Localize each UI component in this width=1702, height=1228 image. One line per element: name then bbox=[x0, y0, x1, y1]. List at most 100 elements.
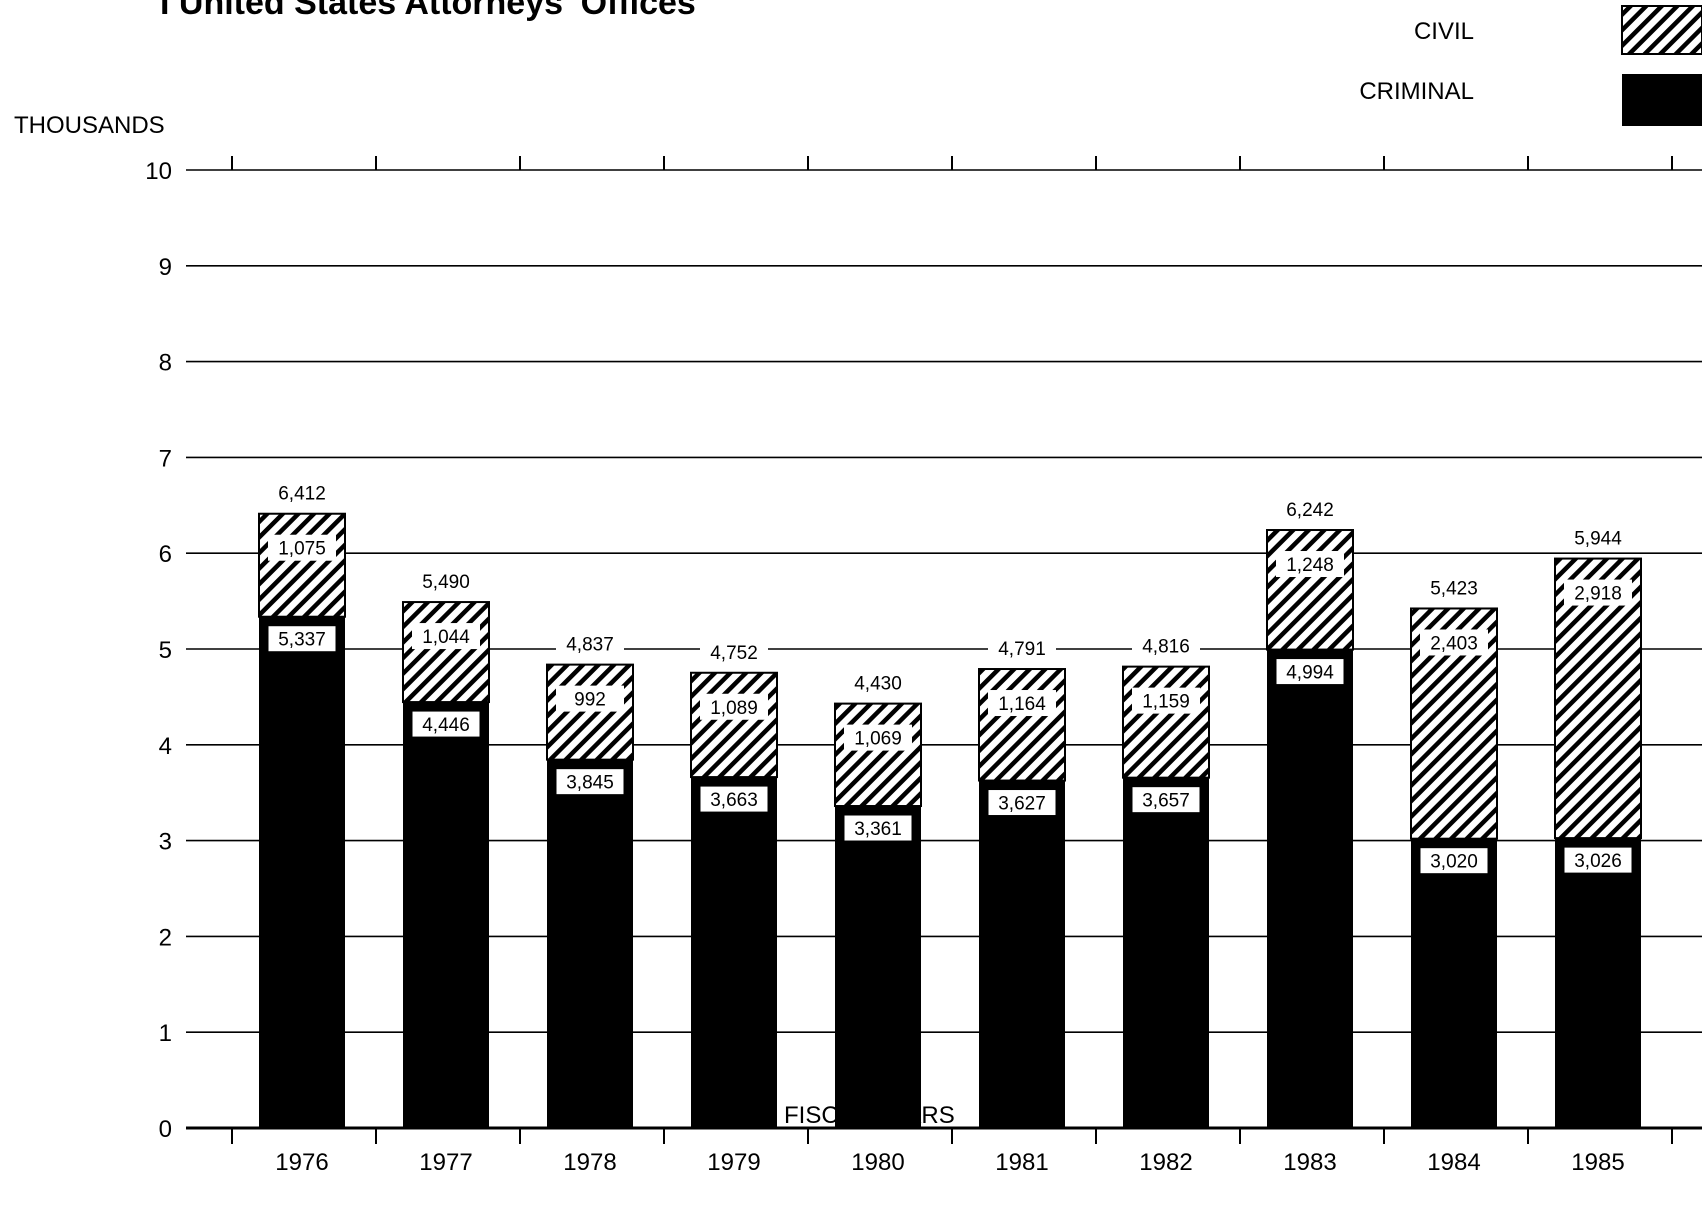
total-value-label-1978: 4,837 bbox=[566, 635, 614, 656]
total-value-box-1983 bbox=[1276, 496, 1344, 523]
criminal-value-label-1982: 3,657 bbox=[1142, 791, 1190, 812]
x-tick-label-1982: 1982 bbox=[1139, 1149, 1192, 1176]
civil-value-label-1980: 1,069 bbox=[854, 729, 902, 750]
y-tick-label-10: 10 bbox=[145, 158, 172, 185]
civil-value-box-1978 bbox=[556, 685, 624, 712]
total-value-label-1977: 5,490 bbox=[422, 572, 470, 593]
y-tick-label-4: 4 bbox=[159, 733, 172, 760]
bar-criminal-1983 bbox=[1267, 649, 1353, 1128]
civil-value-box-1977 bbox=[412, 623, 480, 650]
civil-value-label-1978: 992 bbox=[574, 690, 606, 711]
bar-criminal-1979 bbox=[691, 777, 777, 1128]
total-value-label-1981: 4,791 bbox=[998, 639, 1046, 660]
criminal-value-box-1978 bbox=[555, 768, 625, 796]
civil-value-box-1979 bbox=[700, 693, 768, 720]
civil-value-box-1983 bbox=[1276, 551, 1344, 578]
criminal-value-box-1980 bbox=[843, 814, 913, 842]
bar-criminal-1981 bbox=[979, 780, 1065, 1128]
bar-criminal-1985 bbox=[1555, 838, 1641, 1128]
bar-criminal-1984 bbox=[1411, 838, 1497, 1128]
y-tick-label-7: 7 bbox=[159, 445, 172, 472]
bar-criminal-1978 bbox=[547, 759, 633, 1128]
criminal-value-box-1981 bbox=[987, 789, 1057, 817]
total-value-box-1981 bbox=[988, 635, 1056, 662]
criminal-value-label-1985: 3,026 bbox=[1574, 851, 1622, 872]
total-value-box-1977 bbox=[412, 568, 480, 595]
civil-value-label-1984: 2,403 bbox=[1430, 633, 1478, 654]
civil-value-label-1985: 2,918 bbox=[1574, 584, 1622, 605]
y-tick-label-5: 5 bbox=[159, 637, 172, 664]
y-tick-label-0: 0 bbox=[159, 1116, 172, 1143]
bar-criminal-1982 bbox=[1123, 777, 1209, 1128]
bar-civil-1982 bbox=[1122, 665, 1210, 779]
criminal-value-label-1981: 3,627 bbox=[998, 794, 1046, 815]
y-tick-label-9: 9 bbox=[159, 254, 172, 281]
x-tick-label-1984: 1984 bbox=[1427, 1149, 1480, 1176]
criminal-value-box-1976 bbox=[267, 625, 337, 653]
total-value-label-1983: 6,242 bbox=[1286, 500, 1334, 521]
civil-value-box-1980 bbox=[844, 724, 912, 751]
bar-criminal-1976 bbox=[259, 616, 345, 1128]
x-tick-label-1977: 1977 bbox=[419, 1149, 472, 1176]
total-value-box-1980 bbox=[844, 669, 912, 696]
bar-civil-1983 bbox=[1266, 529, 1354, 651]
y-tick-label-2: 2 bbox=[159, 924, 172, 951]
criminal-value-label-1976: 5,337 bbox=[278, 630, 326, 651]
civil-value-label-1979: 1,089 bbox=[710, 698, 758, 719]
civil-value-label-1981: 1,164 bbox=[998, 694, 1046, 715]
x-tick-label-1985: 1985 bbox=[1571, 1149, 1624, 1176]
criminal-value-box-1982 bbox=[1131, 786, 1201, 814]
total-value-label-1980: 4,430 bbox=[854, 674, 902, 695]
bar-criminal-1977 bbox=[403, 702, 489, 1128]
civil-value-box-1985 bbox=[1564, 579, 1632, 606]
criminal-value-label-1977: 4,446 bbox=[422, 715, 470, 736]
y-tick-label-1: 1 bbox=[159, 1020, 172, 1047]
legend-criminal-label: CRIMINAL bbox=[1359, 78, 1474, 105]
bar-civil-1977 bbox=[402, 601, 490, 704]
bar-civil-1981 bbox=[978, 668, 1066, 782]
criminal-value-box-1984 bbox=[1419, 847, 1489, 875]
legend-civil-label: CIVIL bbox=[1413, 18, 1474, 45]
criminal-value-box-1983 bbox=[1275, 658, 1345, 686]
civil-value-label-1983: 1,248 bbox=[1286, 555, 1334, 576]
bar-civil-1980 bbox=[834, 702, 922, 808]
total-value-label-1985: 5,944 bbox=[1574, 529, 1622, 550]
total-value-box-1978 bbox=[556, 630, 624, 657]
total-value-box-1982 bbox=[1132, 632, 1200, 659]
bar-civil-1979 bbox=[690, 671, 778, 779]
criminal-value-label-1984: 3,020 bbox=[1430, 852, 1478, 873]
x-tick-label-1979: 1979 bbox=[707, 1149, 760, 1176]
bar-civil-1978 bbox=[546, 663, 634, 761]
x-tick-label-1980: 1980 bbox=[851, 1149, 904, 1176]
civil-value-label-1976: 1,075 bbox=[278, 539, 326, 560]
criminal-value-box-1977 bbox=[411, 710, 481, 738]
civil-value-box-1981 bbox=[988, 690, 1056, 717]
total-value-box-1985 bbox=[1564, 524, 1632, 551]
x-tick-label-1981: 1981 bbox=[995, 1149, 1048, 1176]
y-tick-label-6: 6 bbox=[159, 541, 172, 568]
bar-criminal-1980 bbox=[835, 806, 921, 1128]
legend-civil-swatch bbox=[1621, 5, 1702, 55]
criminal-value-label-1979: 3,663 bbox=[710, 790, 758, 811]
y-axis-unit-label: THOUSANDS bbox=[14, 112, 165, 139]
total-value-label-1982: 4,816 bbox=[1142, 637, 1190, 658]
civil-value-label-1977: 1,044 bbox=[422, 627, 470, 648]
x-tick-label-1978: 1978 bbox=[563, 1149, 616, 1176]
criminal-value-box-1985 bbox=[1563, 846, 1633, 874]
civil-value-box-1976 bbox=[268, 534, 336, 561]
criminal-value-label-1980: 3,361 bbox=[854, 819, 902, 840]
legend-criminal-swatch bbox=[1622, 74, 1702, 126]
total-value-label-1976: 6,412 bbox=[278, 484, 326, 505]
x-tick-label-1976: 1976 bbox=[275, 1149, 328, 1176]
chart-title: I United States Attorneys' Offices bbox=[160, 0, 696, 22]
criminal-value-box-1979 bbox=[699, 785, 769, 813]
total-value-box-1984 bbox=[1420, 574, 1488, 601]
civil-value-box-1984 bbox=[1420, 629, 1488, 656]
total-value-box-1976 bbox=[268, 479, 336, 506]
x-tick-label-1983: 1983 bbox=[1283, 1149, 1336, 1176]
total-value-label-1979: 4,752 bbox=[710, 643, 758, 664]
y-tick-label-8: 8 bbox=[159, 350, 172, 377]
y-tick-label-3: 3 bbox=[159, 829, 172, 856]
civil-value-label-1982: 1,159 bbox=[1142, 692, 1190, 713]
